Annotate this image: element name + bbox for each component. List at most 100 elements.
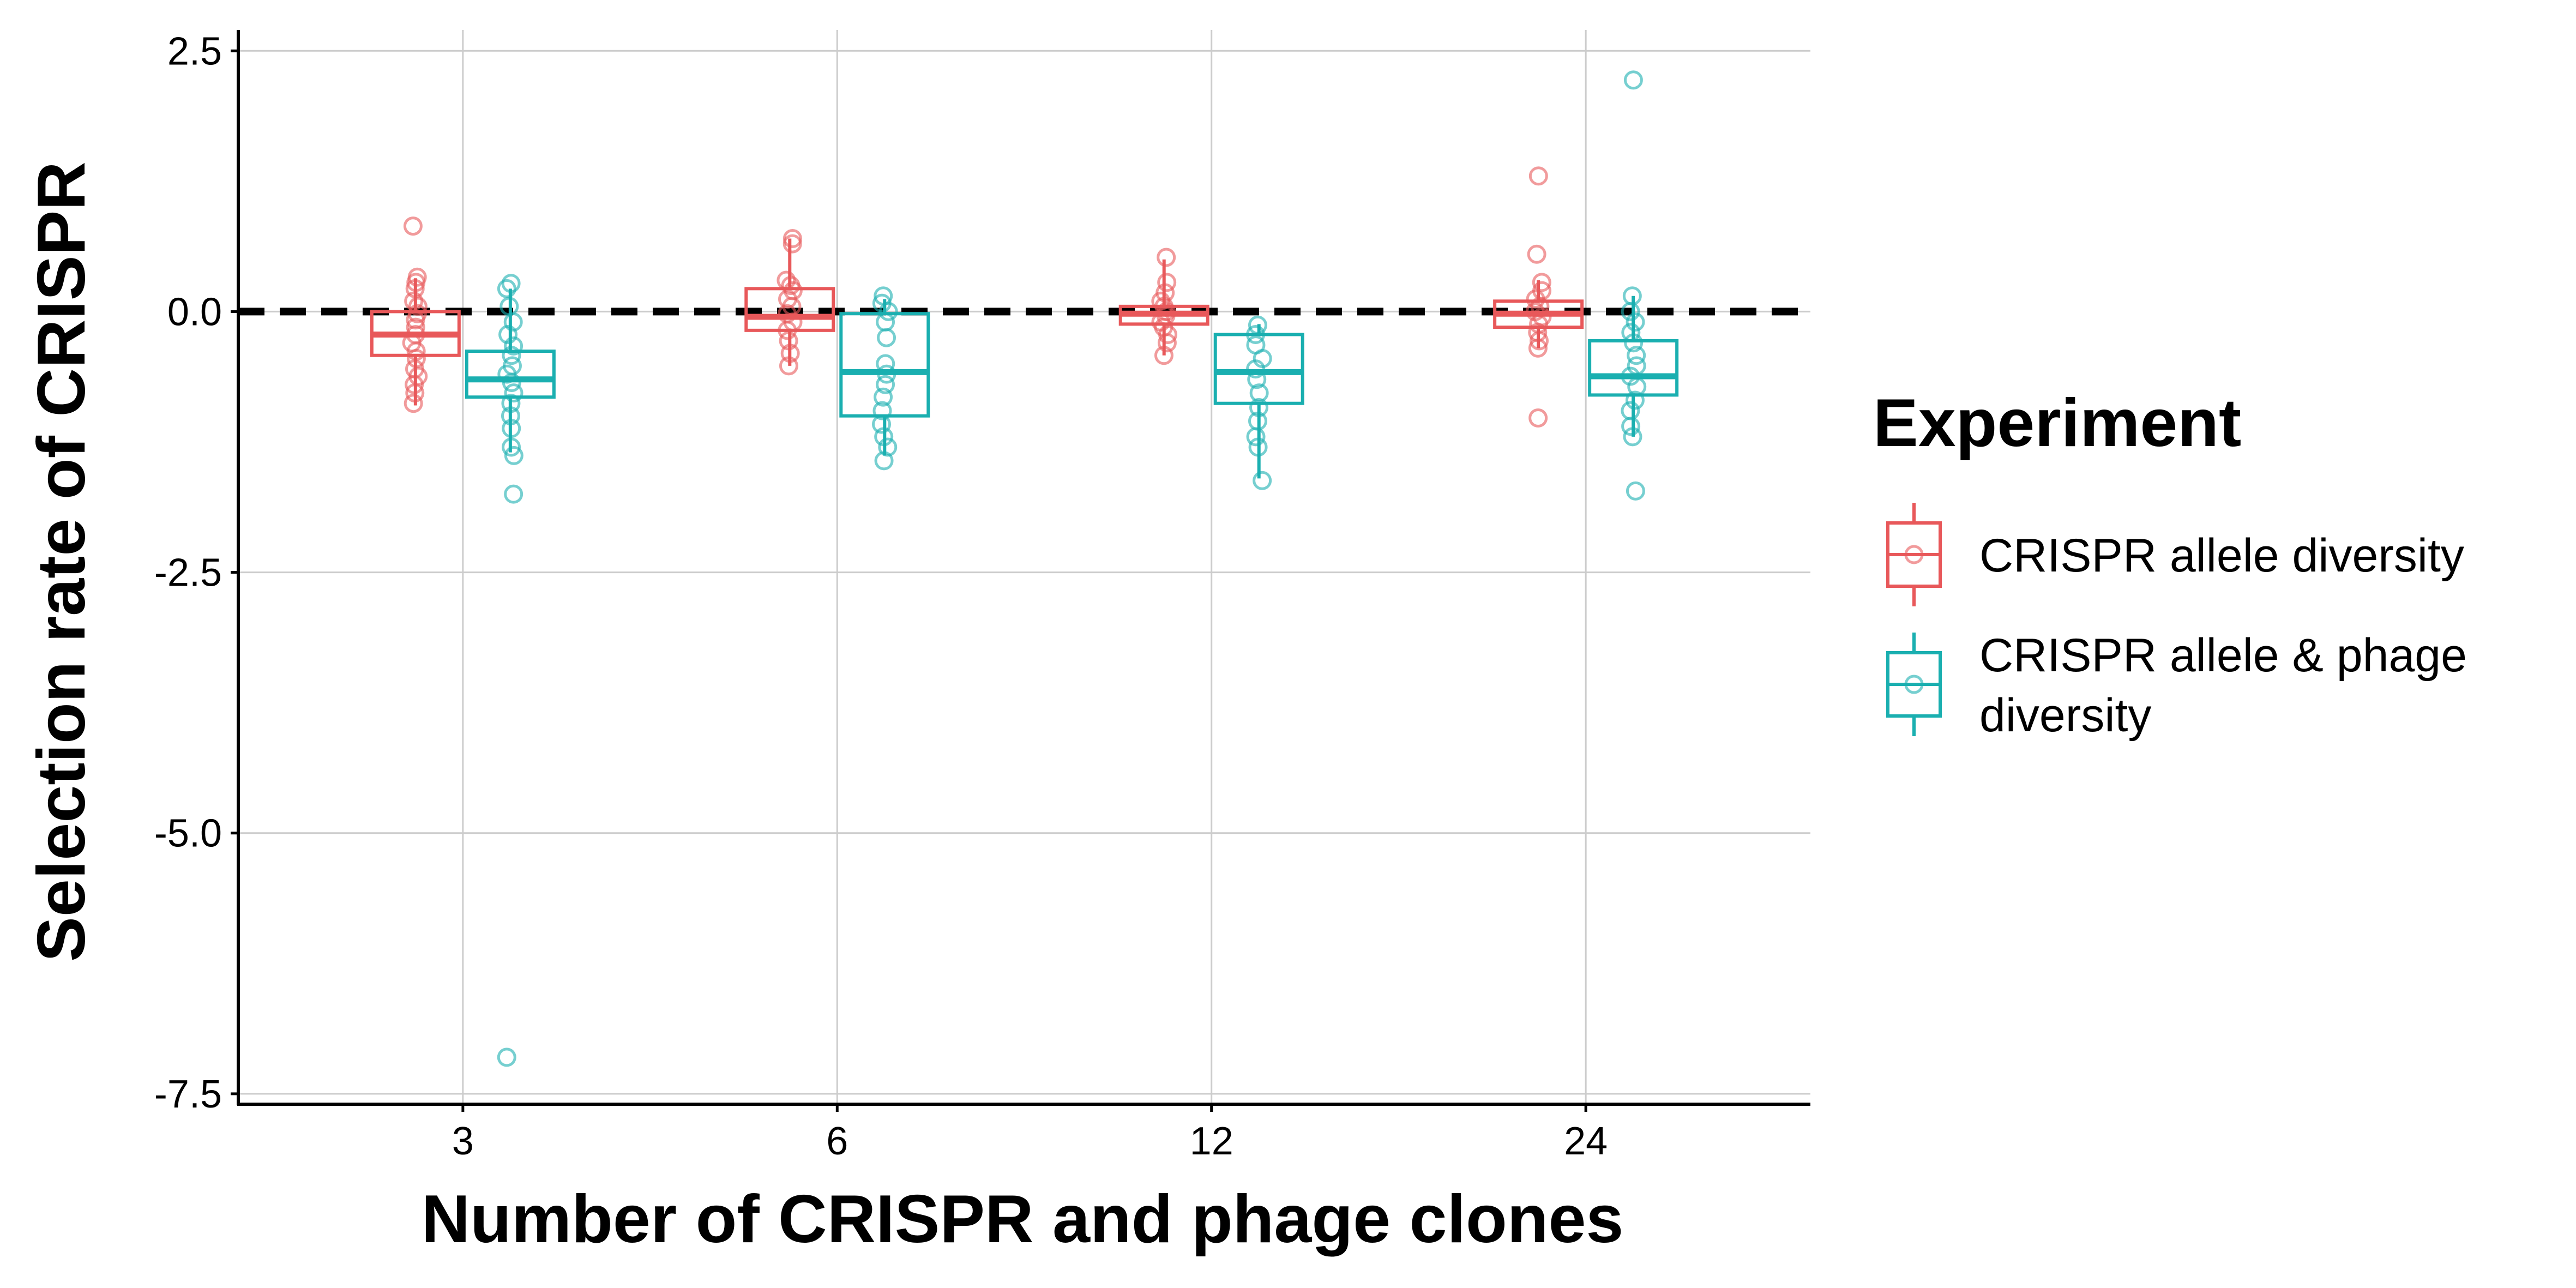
data-point: [876, 375, 895, 394]
data-point: [877, 364, 896, 384]
data-point: [1621, 302, 1640, 321]
data-point: [1253, 471, 1272, 490]
data-point: [1627, 377, 1647, 396]
data-point: [1627, 346, 1646, 365]
x-tick-label: 12: [1190, 1120, 1233, 1163]
data-point: [783, 229, 802, 249]
data-point: [876, 312, 895, 332]
data-point: [503, 312, 523, 332]
data-point: [1154, 346, 1173, 365]
x-tick-label: 3: [452, 1120, 474, 1163]
data-point: [876, 354, 895, 374]
data-point: [1157, 248, 1176, 267]
y-tick-label: 0.0: [167, 290, 222, 334]
data-point: [1626, 481, 1645, 501]
data-point: [1528, 408, 1548, 428]
data-point: [498, 324, 518, 344]
legend: Experiment CRISPR allele diversity CRISPR…: [1873, 386, 2467, 742]
axes: 2.5 0.0 -2.5 -5.0 -7.5 3 6 12 24: [154, 29, 1810, 1163]
data-point: [504, 383, 523, 403]
data-point: [874, 387, 893, 407]
data-point: [1527, 244, 1546, 264]
chart-marks: [370, 70, 1679, 1067]
data-point: [874, 427, 894, 447]
boxplot-allele-6: [744, 229, 835, 376]
data-point: [405, 279, 425, 298]
data-point: [872, 401, 892, 420]
box: [465, 350, 556, 399]
data-point: [1246, 427, 1266, 447]
data-point: [1247, 370, 1267, 389]
data-point: [405, 383, 425, 403]
data-point: [872, 414, 892, 434]
data-point: [408, 297, 428, 316]
grid-lines: [238, 30, 1810, 1104]
x-axis-title: Number of CRISPR and phage clones: [422, 1182, 1624, 1257]
data-point: [504, 446, 523, 465]
data-point: [1158, 324, 1178, 344]
data-point: [501, 394, 521, 413]
data-point: [1528, 166, 1548, 186]
boxplot-allele-3: [370, 216, 461, 413]
data-point: [502, 437, 521, 457]
data-point: [406, 348, 426, 368]
data-point: [1621, 323, 1641, 342]
data-point: [406, 310, 425, 330]
data-point: [1626, 312, 1645, 332]
data-point: [501, 406, 520, 426]
data-point: [1157, 273, 1177, 292]
data-point: [783, 234, 802, 254]
data-point: [502, 372, 521, 392]
data-point: [1621, 366, 1640, 386]
legend-point: [1904, 545, 1924, 564]
legend-label: CRISPR allele diversity: [1979, 529, 2464, 582]
legend-key-allele: [1886, 503, 1942, 606]
data-point: [1528, 338, 1548, 358]
legend-point: [1904, 675, 1924, 694]
data-point: [1246, 324, 1266, 344]
data-point: [497, 1048, 516, 1067]
data-point: [504, 484, 523, 504]
data-point: [501, 274, 521, 293]
data-point: [404, 291, 424, 311]
data-point: [406, 341, 426, 361]
y-tick-label: 2.5: [167, 29, 222, 73]
data-point: [1621, 417, 1641, 436]
legend-key-allele-phage: [1886, 633, 1942, 736]
data-point: [878, 437, 898, 457]
data-point: [1624, 333, 1644, 353]
data-point: [1530, 297, 1550, 316]
boxplot-allele-phage-3: [465, 274, 556, 1067]
data-point: [1623, 427, 1642, 447]
y-axis-title: Selection rate of CRISPR: [24, 161, 99, 962]
data-point: [404, 394, 423, 413]
data-point: [878, 302, 898, 321]
data-point: [405, 375, 424, 394]
data-point: [874, 451, 894, 471]
y-tick-label: -5.0: [154, 812, 222, 856]
data-point: [1532, 273, 1551, 292]
data-point: [779, 331, 798, 351]
boxplot-allele-phage-24: [1588, 70, 1679, 501]
boxplot-allele-phage-6: [839, 286, 930, 471]
data-point: [497, 279, 516, 298]
data-point: [780, 344, 800, 363]
box: [1213, 333, 1304, 405]
legend-label: CRISPR allele & phage: [1979, 629, 2467, 682]
x-tick-label: 24: [1564, 1120, 1608, 1163]
data-point: [403, 216, 423, 236]
data-point: [406, 273, 426, 292]
y-tick-label: -2.5: [154, 551, 222, 595]
data-point: [1621, 401, 1640, 420]
data-point: [1623, 70, 1643, 90]
data-point: [1530, 331, 1549, 351]
data-point: [502, 346, 521, 365]
data-point: [504, 336, 523, 356]
data-point: [877, 328, 896, 347]
x-tick-label: 6: [826, 1120, 848, 1163]
data-point: [1249, 383, 1269, 403]
data-point: [502, 419, 521, 438]
data-point: [1625, 390, 1645, 410]
legend-title: Experiment: [1873, 386, 2241, 461]
